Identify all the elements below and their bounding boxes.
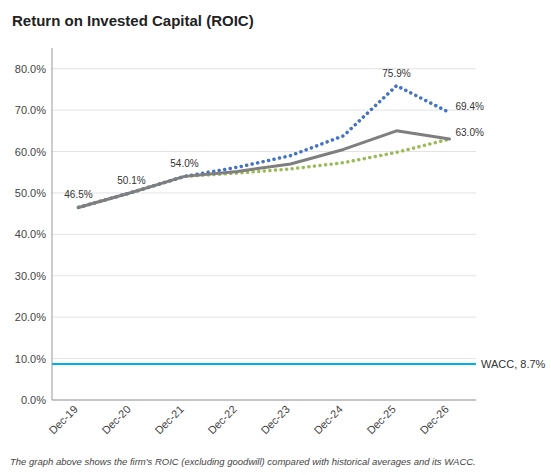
- chart: Return on Invested Capital (ROIC) 0.0% 10.…: [0, 0, 551, 475]
- annotation: 69.4%: [456, 101, 484, 112]
- x-tick-label: Dec-23: [258, 403, 292, 437]
- annotation: 75.9%: [382, 68, 410, 79]
- annotation: 46.5%: [64, 189, 92, 200]
- x-tick-label: Dec-26: [417, 403, 451, 437]
- series-line: [79, 131, 450, 208]
- plot-area: [52, 86, 476, 364]
- y-tick-label: 40.0%: [15, 228, 46, 240]
- series-line: [79, 139, 450, 207]
- y-tick-label: 50.0%: [15, 187, 46, 199]
- y-tick-label: 60.0%: [15, 146, 46, 158]
- y-axis-line: [52, 48, 53, 400]
- annotation: 54.0%: [170, 158, 198, 169]
- x-tick-label: Dec-24: [311, 403, 345, 437]
- grid-line: [52, 68, 476, 69]
- x-axis-line: [52, 400, 476, 401]
- annotation: 63.0%: [456, 127, 484, 138]
- grid-line: [52, 151, 476, 152]
- annotation: 50.1%: [117, 175, 145, 186]
- reference-line: [52, 363, 476, 365]
- x-tick-label: Dec-21: [152, 403, 186, 437]
- x-tick-label: Dec-19: [46, 403, 80, 437]
- grid-line: [52, 110, 476, 111]
- y-tick-label: 30.0%: [15, 270, 46, 282]
- y-tick-label: 20.0%: [15, 311, 46, 323]
- series-line: [79, 86, 450, 208]
- footnote: The graph above shows the firm's ROIC (e…: [10, 456, 476, 467]
- y-tick-label: 70.0%: [15, 104, 46, 116]
- y-tick-label: 10.0%: [15, 353, 46, 365]
- y-tick-label: 80.0%: [15, 63, 46, 75]
- x-tick-label: Dec-22: [205, 403, 239, 437]
- grid-line: [52, 192, 476, 193]
- grid-line: [52, 400, 476, 401]
- grid-line: [52, 317, 476, 318]
- grid-line: [52, 358, 476, 359]
- title: Return on Invested Capital (ROIC): [12, 12, 254, 29]
- grid: [52, 69, 476, 400]
- x-tick-label: Dec-25: [364, 403, 398, 437]
- y-tick-label: 0.0%: [21, 394, 46, 406]
- x-tick-label: Dec-20: [99, 403, 133, 437]
- grid-line: [52, 275, 476, 276]
- reference-label: WACC, 8.7%: [481, 358, 546, 370]
- grid-line: [52, 234, 476, 235]
